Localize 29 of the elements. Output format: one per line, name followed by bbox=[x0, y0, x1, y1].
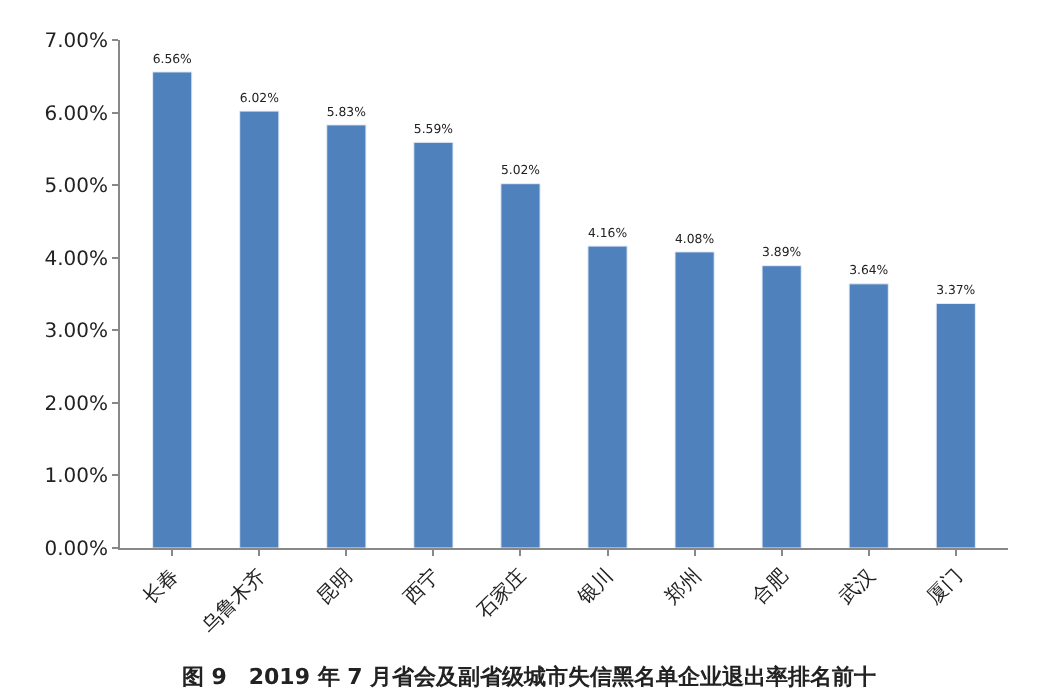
x-tick-label: 武汉 bbox=[834, 564, 881, 610]
x-tick-label: 长春 bbox=[138, 564, 184, 610]
x-tick-label: 郑州 bbox=[660, 564, 706, 610]
x-tick-label: 石家庄 bbox=[472, 564, 532, 624]
y-tick-label: 7.00% bbox=[44, 31, 108, 53]
y-tick-label: 4.00% bbox=[44, 248, 108, 271]
bar bbox=[413, 141, 454, 548]
y-tick-label: 2.00% bbox=[44, 393, 108, 416]
x-tick-label: 乌鲁木齐 bbox=[197, 564, 271, 638]
x-tick-label: 合肥 bbox=[747, 564, 793, 610]
bar bbox=[500, 183, 541, 548]
y-tick-label: 0.00% bbox=[44, 539, 108, 561]
bar bbox=[152, 71, 193, 548]
bar bbox=[935, 302, 976, 548]
y-tick-label: 5.00% bbox=[44, 176, 108, 199]
text: 图 9 2019 年 7 月省会及副省级城市失信黑名单企业退出率排名前十 bbox=[181, 664, 877, 691]
bar bbox=[239, 110, 280, 548]
y-tick-label: 1.00% bbox=[44, 466, 108, 489]
bar bbox=[674, 251, 715, 548]
bar bbox=[848, 283, 889, 548]
x-tick-label: 厦门 bbox=[921, 564, 968, 610]
y-tick-label: 6.00% bbox=[44, 103, 108, 126]
x-tick-label: 西宁 bbox=[399, 564, 445, 610]
bar bbox=[326, 124, 367, 548]
y-tick-label: 3.00% bbox=[44, 321, 108, 344]
bar bbox=[587, 245, 628, 548]
x-tick-label: 银川 bbox=[572, 564, 619, 612]
x-tick-label: 昆明 bbox=[313, 565, 358, 610]
bar bbox=[761, 265, 802, 548]
